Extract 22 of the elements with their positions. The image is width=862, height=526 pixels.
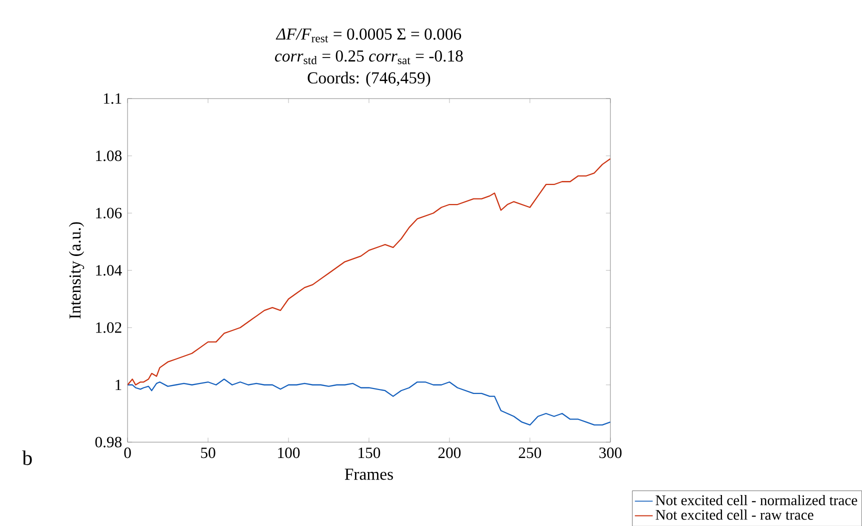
x-tick-label: 250: [518, 447, 542, 458]
chart-subtitle: corr$_{std}$ = 0.25 corr$_{sat}$ = -0.18: [275, 50, 463, 64]
x-tick-label: 100: [278, 447, 300, 458]
x-axis-title: Frames: [344, 468, 393, 480]
chart-title: ΔF/F$_{rest}$ = 0.0005 Σ = 0.006: [276, 28, 462, 42]
text: Coords: (746,459): [308, 72, 430, 87]
y-tick-label: 1.1: [104, 93, 122, 104]
y-tick-label: 1.02: [96, 322, 122, 333]
y-tick-label: 1.08: [96, 150, 122, 161]
legend-label: Not excited cell - raw trace: [656, 509, 814, 520]
x-tick-label: 0: [124, 447, 131, 458]
y-axis-title: Intensity (a.u.): [68, 222, 84, 318]
x-tick-label: 150: [358, 447, 380, 458]
y-tick-label: 1.06: [96, 208, 122, 218]
y-tick-label: 1.04: [96, 264, 122, 276]
y-tick-label: 0.98: [95, 436, 122, 448]
x-tick-label: 50: [201, 447, 216, 458]
text: b: [22, 450, 32, 465]
legend-label: Not excited cell - normalized trace: [656, 494, 858, 506]
y-tick-label: 1: [116, 380, 122, 390]
x-tick-label: 200: [438, 447, 461, 458]
x-tick-label: 300: [599, 447, 622, 458]
